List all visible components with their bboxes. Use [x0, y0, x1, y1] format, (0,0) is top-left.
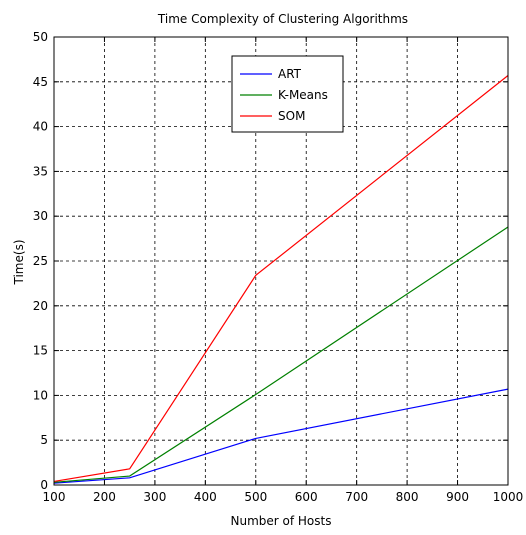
- y-tick-label: 40: [33, 120, 48, 134]
- series-line-art: [53, 388, 509, 484]
- y-tick-label: 5: [40, 433, 48, 447]
- grid-layer: [54, 37, 508, 485]
- x-tick-label: 600: [295, 490, 318, 504]
- x-tick-label: 500: [244, 490, 267, 504]
- x-tick-label: 400: [194, 490, 217, 504]
- y-tick-label: 45: [33, 75, 48, 89]
- x-tick-label: 800: [396, 490, 419, 504]
- legend-box: [231, 55, 344, 133]
- y-tick-label: 30: [33, 209, 48, 223]
- legend-label-art: ART: [278, 67, 302, 81]
- y-tick-label: 35: [33, 164, 48, 178]
- legend-label-k-means: K-Means: [278, 88, 328, 102]
- y-tick-label: 20: [33, 299, 48, 313]
- legend-label-som: SOM: [278, 109, 305, 123]
- x-tick-label: 1000: [493, 490, 524, 504]
- y-tick-label: 15: [33, 344, 48, 358]
- x-tick-label: 300: [143, 490, 166, 504]
- y-tick-label: 50: [33, 30, 48, 44]
- chart-title: Time Complexity of Clustering Algorithms: [157, 12, 408, 26]
- y-tick-label: 0: [40, 478, 48, 492]
- series-line-som: [53, 75, 509, 483]
- x-axis-label: Number of Hosts: [231, 514, 332, 528]
- x-tick-label: 100: [43, 490, 66, 504]
- y-tick-label: 10: [33, 388, 48, 402]
- legend: ART K-Means SOM: [231, 55, 344, 133]
- series-line-k-means: [53, 226, 509, 483]
- x-tick-label: 200: [93, 490, 116, 504]
- x-tick-label: 700: [345, 490, 368, 504]
- series-layer: [53, 75, 509, 484]
- x-tick-label: 900: [446, 490, 469, 504]
- y-tick-label: 25: [33, 254, 48, 268]
- y-axis-label: Time(s): [12, 240, 26, 286]
- tick-layer: 100 200 300 400 500 600 700 800 900 1000 0 5 10 15 20 2…: [33, 30, 524, 504]
